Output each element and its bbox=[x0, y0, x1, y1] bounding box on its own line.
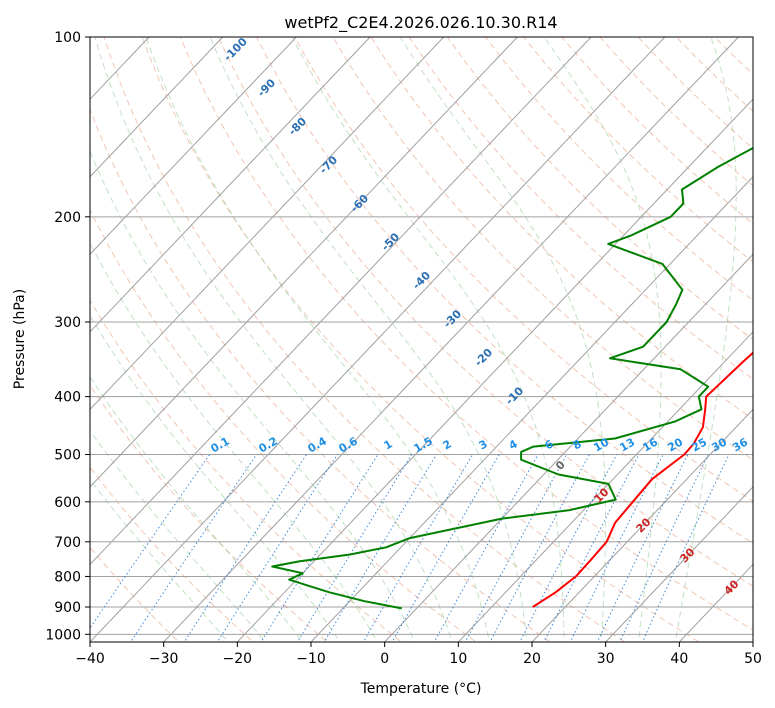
dry-adiabat bbox=[179, 37, 753, 631]
isotherm bbox=[605, 486, 753, 642]
moist-adiabat bbox=[543, 37, 662, 642]
mixing-ratio-line bbox=[129, 454, 257, 642]
dry-adiabat bbox=[332, 37, 753, 461]
x-tick-label: 0 bbox=[380, 651, 389, 667]
moist-adiabat bbox=[90, 241, 378, 642]
x-tick-label: −30 bbox=[149, 651, 179, 667]
isotherm bbox=[90, 37, 224, 178]
mixing-ratio-line bbox=[90, 454, 211, 629]
mixing-ratio-line bbox=[323, 454, 437, 642]
dry-adiabat bbox=[141, 37, 700, 642]
y-tick-label: 800 bbox=[54, 569, 81, 585]
moist-adiabat bbox=[90, 429, 267, 642]
mixing-ratio-line bbox=[183, 454, 307, 642]
x-tick-label: −20 bbox=[223, 651, 253, 667]
x-axis-label: Temperature (°C) bbox=[360, 681, 482, 697]
moist-adiabat bbox=[90, 478, 229, 642]
y-tick-label: 500 bbox=[54, 448, 81, 464]
dry-adiabat bbox=[408, 37, 753, 380]
moist-adiabat bbox=[90, 314, 341, 642]
isotherm bbox=[90, 37, 666, 642]
y-tick-label: 600 bbox=[54, 495, 81, 511]
y-tick-label: 900 bbox=[54, 600, 81, 616]
isotherm bbox=[90, 37, 592, 566]
x-tick-label: 10 bbox=[449, 651, 467, 667]
y-tick-label: 700 bbox=[54, 535, 81, 551]
isotherm bbox=[236, 98, 753, 642]
mixing-ratio-line bbox=[464, 454, 568, 642]
x-tick-label: −40 bbox=[75, 651, 105, 667]
y-axis-label: Pressure (hPa) bbox=[12, 289, 28, 389]
x-tick-label: 50 bbox=[744, 651, 762, 667]
y-tick-label: 100 bbox=[54, 30, 81, 46]
isotherm bbox=[384, 253, 753, 642]
dry-adiabat bbox=[90, 208, 477, 642]
isotherm bbox=[310, 176, 753, 642]
mixing-ratio-line bbox=[216, 454, 338, 642]
isotherm bbox=[457, 331, 753, 642]
moist-adiabat bbox=[399, 37, 607, 642]
moist-adiabat bbox=[209, 37, 528, 642]
mixing-ratio-line bbox=[489, 454, 590, 642]
y-tick-label: 400 bbox=[54, 390, 81, 406]
moist-adiabat bbox=[90, 150, 416, 642]
dry-adiabat bbox=[370, 37, 753, 420]
dry-adiabat bbox=[294, 37, 753, 502]
isotherm bbox=[90, 37, 518, 488]
dry-adiabat bbox=[90, 108, 552, 642]
moist-adiabat bbox=[291, 37, 565, 642]
plot-frame bbox=[89, 36, 754, 643]
x-tick-label: 20 bbox=[523, 651, 541, 667]
x-tick-label: 30 bbox=[597, 651, 615, 667]
x-tick-label: 40 bbox=[670, 651, 688, 667]
mixing-ratio-line bbox=[260, 454, 379, 642]
y-tick-label: 200 bbox=[54, 210, 81, 226]
moist-adiabat bbox=[674, 37, 737, 642]
dry-adiabat bbox=[90, 384, 329, 642]
moist-adiabat bbox=[94, 37, 453, 642]
chart-title: wetPf2_C2E4.2026.026.10.30.R14 bbox=[284, 13, 557, 33]
mixing-ratio-line bbox=[596, 454, 689, 642]
dry-adiabat bbox=[103, 37, 626, 642]
isotherm bbox=[90, 37, 445, 411]
dry-adiabat bbox=[485, 37, 753, 302]
y-tick-label: 1000 bbox=[45, 627, 81, 643]
y-tick-label: 300 bbox=[54, 315, 81, 331]
mixing-ratio-line bbox=[519, 454, 618, 642]
isotherm bbox=[163, 37, 739, 642]
dry-adiabat bbox=[446, 37, 753, 341]
dewpoint-profile-line bbox=[271, 146, 753, 610]
mixing-ratio-line bbox=[619, 454, 709, 642]
isotherm bbox=[90, 37, 371, 333]
temperature-profile-line bbox=[532, 351, 753, 608]
dry-adiabat bbox=[90, 466, 254, 642]
x-tick-label: −10 bbox=[296, 651, 326, 667]
isotherm bbox=[90, 37, 297, 256]
isotherm bbox=[531, 408, 753, 642]
dry-adiabat bbox=[90, 546, 180, 642]
moist-adiabat bbox=[145, 37, 490, 642]
